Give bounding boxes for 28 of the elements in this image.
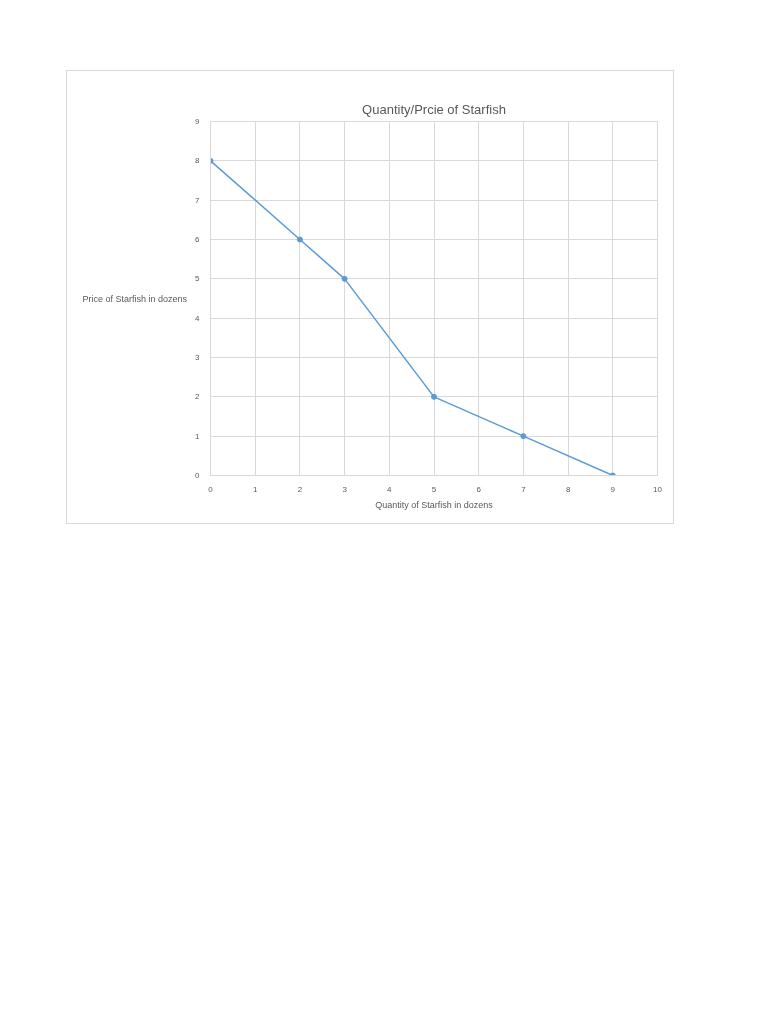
y-tick-label: 7 [195, 195, 201, 205]
point [296, 236, 303, 243]
x-tick-label: 5 [431, 484, 437, 494]
x-tick-label: 8 [565, 484, 571, 494]
y-tick-label: 3 [195, 353, 201, 362]
y-tick-label: 5 [195, 274, 201, 284]
point [520, 433, 527, 440]
x-tick-label: 3 [342, 484, 348, 494]
y-axis-title: Price of Starfish in dozens [82, 293, 188, 304]
point [341, 275, 348, 282]
x-tick-label: 7 [521, 484, 527, 494]
x-axis-title: Quantity of Starfish in dozens [375, 499, 494, 510]
y-tick-label: 9 [195, 117, 201, 126]
point [431, 393, 437, 400]
y-tick-label: 1 [195, 431, 201, 441]
x-tick-label: 2 [297, 484, 303, 494]
y-tick-label: 4 [195, 313, 201, 323]
y-tick-label: 8 [195, 156, 201, 166]
x-tick-label: 9 [610, 484, 616, 494]
chart-title: Quantity/Prcie of Starfish [362, 101, 506, 117]
x-tick-label: 1 [252, 484, 258, 494]
x-tick-label: 10 [653, 484, 663, 494]
x-tick-label: 6 [476, 484, 482, 494]
x-tick-label: 4 [387, 484, 393, 494]
y-tick-label: 2 [195, 392, 201, 402]
y-tick-label: 6 [195, 235, 201, 244]
y-tick-label: 0 [195, 471, 201, 480]
x-tick-label: 0 [208, 484, 214, 494]
